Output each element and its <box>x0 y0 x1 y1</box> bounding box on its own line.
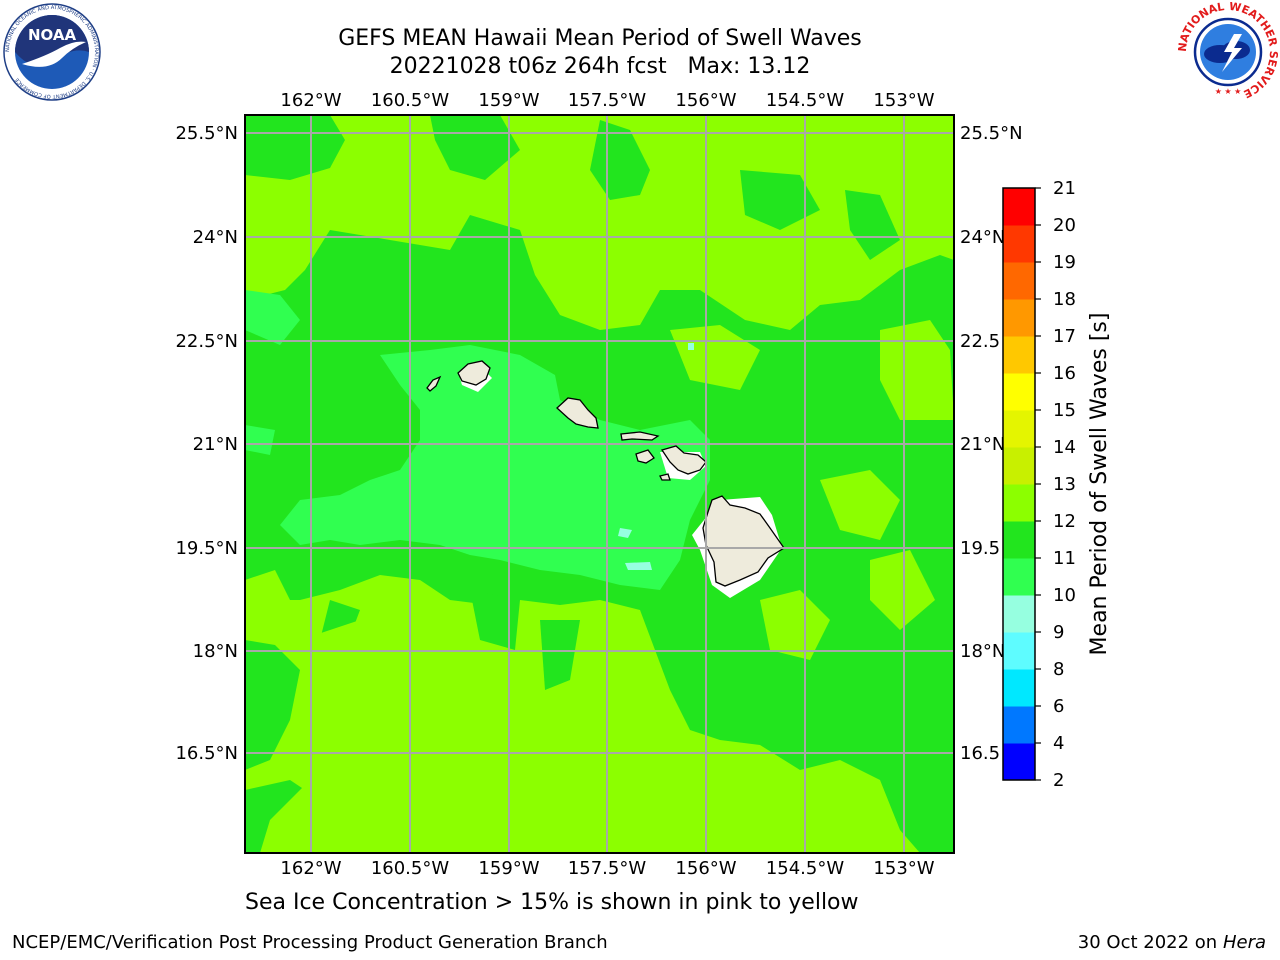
colorbar-tick-label: 9 <box>1053 622 1064 643</box>
lat-label: 25.5°N <box>175 123 238 144</box>
lon-label: 157.5°W <box>568 90 647 111</box>
colorbar-cell <box>1003 706 1035 744</box>
colorbar-cell <box>1003 262 1035 300</box>
lon-label: 159°W <box>478 90 539 111</box>
lat-label: 18°N <box>960 641 1005 662</box>
colorbar-cell <box>1003 447 1035 485</box>
nws-star-icon: ★ ★ ★ <box>1215 87 1242 96</box>
credit-date-text: 30 Oct 2022 on <box>1077 932 1218 953</box>
colorbar-tick-label: 21 <box>1053 178 1076 199</box>
colorbar-cell <box>1003 743 1035 781</box>
hawaiian-islands <box>426 360 785 587</box>
lon-label: 156°W <box>675 858 736 879</box>
island-oahu <box>556 397 599 429</box>
colorbar-tick-label: 4 <box>1053 733 1064 754</box>
colorbar-tick-label: 12 <box>1053 511 1076 532</box>
island-molokai <box>620 431 660 441</box>
swell-contour-12-13-pockets <box>245 320 954 853</box>
colorbar-tick-label: 6 <box>1053 696 1064 717</box>
lon-label: 160.5°W <box>371 90 450 111</box>
lon-label: 157.5°W <box>568 858 647 879</box>
lat-label: 16.5°N <box>175 743 238 764</box>
island-lanai <box>635 449 655 464</box>
colorbar-tick-label: 8 <box>1053 659 1064 680</box>
island-maui <box>660 445 707 475</box>
colorbar-cell <box>1003 484 1035 522</box>
lon-label: 153°W <box>873 90 934 111</box>
lat-label: 19.5 <box>960 538 1000 559</box>
colorbar-cell <box>1003 521 1035 559</box>
credit-host: Hera <box>1222 932 1266 953</box>
top-longitude-labels: 162°W 160.5°W 159°W 157.5°W 156°W 154.5°… <box>280 90 934 111</box>
noaa-logo-text: NOAA <box>28 26 77 44</box>
island-niihau <box>426 375 442 392</box>
swell-contour-10-11 <box>245 290 710 590</box>
colorbar-tick-label: 19 <box>1053 252 1076 273</box>
colorbar-cell <box>1003 336 1035 374</box>
lon-label: 153°W <box>873 858 934 879</box>
colorbar-cell <box>1003 188 1035 226</box>
colorbar-cell <box>1003 558 1035 596</box>
colorbar-cell <box>1003 299 1035 337</box>
colorbar-tick-label: 15 <box>1053 400 1076 421</box>
island-kahoolawe <box>659 473 671 481</box>
colorbar-tick-label: 17 <box>1053 326 1076 347</box>
colorbar-cell <box>1003 595 1035 633</box>
lon-label: 154.5°W <box>766 858 845 879</box>
map-subtitle: 20221028 t06z 264h fcst Max: 13.12 <box>389 54 811 79</box>
colorbar-cell <box>1003 669 1035 707</box>
lon-label: 162°W <box>280 90 341 111</box>
colorbar-cell <box>1003 632 1035 670</box>
lat-label: 18°N <box>193 641 238 662</box>
colorbar-label: Mean Period of Swell Waves [s] <box>1087 313 1112 656</box>
colorbar-cell <box>1003 373 1035 411</box>
lat-label: 22.5 <box>960 331 1000 352</box>
lat-label: 24°N <box>960 227 1005 248</box>
colorbar-tick-label: 16 <box>1053 363 1076 384</box>
map-title: GEFS MEAN Hawaii Mean Period of Swell Wa… <box>338 26 862 51</box>
graticule <box>245 115 954 853</box>
lat-label: 25.5°N <box>960 123 1023 144</box>
lat-label: 21°N <box>193 434 238 455</box>
colorbar-tick-label: 18 <box>1053 289 1076 310</box>
colorbar-cell <box>1003 410 1035 448</box>
lon-label: 159°W <box>478 858 539 879</box>
colorbar-tick-label: 13 <box>1053 474 1076 495</box>
colorbar-tick-label: 20 <box>1053 215 1076 236</box>
lat-label: 21°N <box>960 434 1005 455</box>
lat-label: 24°N <box>193 227 238 248</box>
credit-branch: NCEP/EMC/Verification Post Processing Pr… <box>12 932 608 953</box>
left-latitude-labels: 25.5°N 24°N 22.5°N 21°N 19.5°N 18°N 16.5… <box>175 123 238 764</box>
right-latitude-labels: 25.5°N 24°N 22.5 21°N 19.5 18°N 16.5 <box>960 123 1023 764</box>
colorbar-tick-label: 2 <box>1053 770 1064 791</box>
lat-label: 16.5 <box>960 743 1000 764</box>
map-frame <box>244 114 955 854</box>
colorbar-tick-label: 14 <box>1053 437 1076 458</box>
colorbar-tick-label: 11 <box>1053 548 1076 569</box>
credit-date: 30 Oct 2022 on Hera <box>1078 932 1266 953</box>
lon-label: 156°W <box>675 90 736 111</box>
colorbar-cell <box>1003 225 1035 263</box>
lat-label: 19.5°N <box>175 538 238 559</box>
lat-label: 22.5°N <box>175 331 238 352</box>
noaa-logo: NATIONAL OCEANIC AND ATMOSPHERIC ADMINIS… <box>3 3 101 101</box>
colorbar: 2 4 6 8 9 10 11 12 13 14 15 16 17 18 19 20 21 Mean Perio… <box>1002 178 1112 791</box>
island-kauai <box>457 360 491 386</box>
lon-label: 160.5°W <box>371 858 450 879</box>
colorbar-tick-label: 10 <box>1053 585 1076 606</box>
lon-label: 154.5°W <box>766 90 845 111</box>
footer-caption: Sea Ice Concentration > 15% is shown in … <box>245 890 859 915</box>
swell-contour-9-10 <box>618 343 694 570</box>
bottom-longitude-labels: 162°W 160.5°W 159°W 157.5°W 156°W 154.5°… <box>280 858 934 879</box>
nws-logo: NATIONAL WEATHER SERVICE ★ ★ ★ <box>1178 2 1278 100</box>
lon-label: 162°W <box>280 858 341 879</box>
